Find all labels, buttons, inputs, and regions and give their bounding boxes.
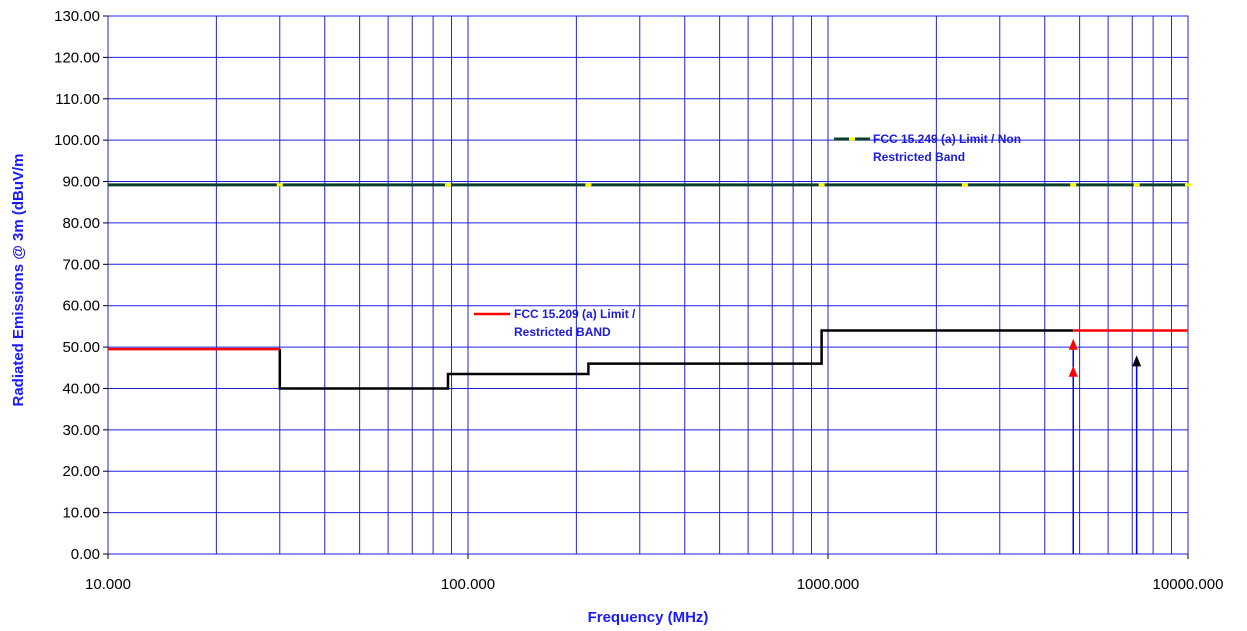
series-marker-15-249 [1070,183,1077,187]
y-tick-label: 100.00 [54,132,100,149]
series-marker-15-249 [585,183,592,187]
y-tick-label: 80.00 [62,215,100,232]
y-tick-label: 50.00 [62,339,100,356]
plot-frame [107,15,1189,555]
series-line-combined-limit [278,329,1074,390]
x-tick-labels: 10.000 100.000 1000.000 10000.000 [85,554,1223,593]
series-marker-15-249 [818,183,825,187]
legend-label-15-249-line2: Restricted Band [873,150,965,164]
x-tick-label: 1000.000 [797,576,860,593]
y-tick-label: 0.00 [71,546,100,563]
y-tick-label: 40.00 [62,380,100,397]
legend-label-15-209-line1: FCC 15.209 (a) Limit / [514,307,636,321]
series-layer [108,183,1191,390]
arrow-head [1132,355,1142,367]
series-marker-15-249 [445,183,452,187]
legend-layer: FCC 15.249 (a) Limit / Non Restricted Ban… [474,132,1021,339]
grid-minor [215,16,1173,554]
y-axis-label: Radiated Emissions @ 3m (dBuV/m [10,153,27,406]
arrow-head [1068,338,1078,350]
grid-major [107,15,1189,555]
x-axis-label: Frequency (MHz) [588,609,709,626]
y-tick-label: 70.00 [62,256,100,273]
x-tick-label: 10000.000 [1153,576,1224,593]
arrow-head [1068,365,1078,377]
legend-marker-15-249 [849,137,855,141]
legend-label-15-209-line2: Restricted BAND [514,325,611,339]
series-marker-15-249 [1133,183,1140,187]
y-tick-label: 60.00 [62,298,100,315]
marker-layer [1068,338,1142,554]
y-tick-label: 20.00 [62,463,100,480]
x-tick-label: 10.000 [85,576,131,593]
y-tick-label: 30.00 [62,422,100,439]
y-tick-labels: 0.00 10.00 20.00 30.00 40.00 50.00 60.00 70.00 8… [54,8,108,563]
series-marker-15-249 [961,183,968,187]
series-marker-15-249 [276,183,283,187]
y-tick-label: 10.00 [62,505,100,522]
y-tick-label: 120.00 [54,49,100,66]
legend-label-15-249-line1: FCC 15.249 (a) Limit / Non [873,132,1021,146]
series-marker-15-249 [1185,183,1191,187]
x-tick-label: 100.000 [441,576,495,593]
y-tick-label: 90.00 [62,174,100,191]
y-tick-label: 130.00 [54,8,100,25]
y-tick-label: 110.00 [55,91,100,108]
